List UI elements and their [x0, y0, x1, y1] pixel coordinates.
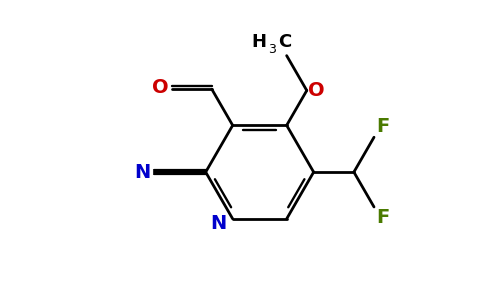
- Text: H: H: [251, 33, 266, 51]
- Text: N: N: [134, 163, 150, 182]
- Text: F: F: [376, 208, 389, 227]
- Text: 3: 3: [268, 43, 276, 56]
- Text: O: O: [308, 81, 325, 100]
- Text: C: C: [278, 33, 291, 51]
- Text: O: O: [152, 78, 168, 97]
- Text: F: F: [376, 117, 389, 136]
- Text: N: N: [210, 214, 226, 233]
